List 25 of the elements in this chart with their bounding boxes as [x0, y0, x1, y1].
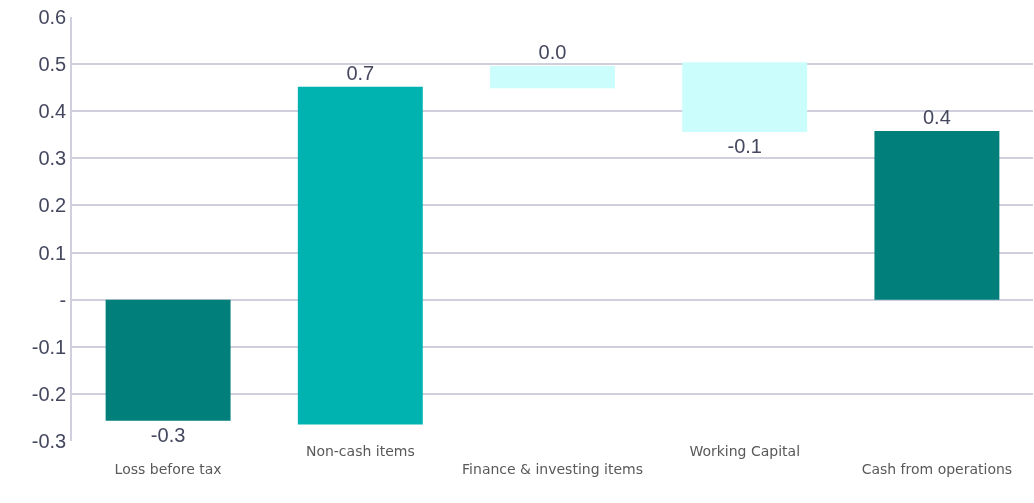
bar [105, 299, 231, 421]
y-tick-label: - [59, 288, 67, 311]
data-label: 0.7 [346, 61, 375, 84]
bar [874, 131, 1000, 300]
y-tick-label: 0.3 [38, 147, 67, 170]
y-tick-label: 0.4 [38, 100, 67, 123]
bar [490, 66, 615, 89]
data-label: 0.4 [923, 106, 951, 129]
y-tick-label: 0.1 [38, 241, 67, 264]
y-tick-label: 0.6 [38, 6, 67, 28]
bar [297, 86, 423, 425]
x-tick-label: Finance & investing items [462, 461, 643, 478]
data-label: -0.3 [150, 423, 186, 446]
y-tick-label: 0.5 [38, 53, 67, 76]
data-label: 0.0 [538, 41, 567, 63]
data-label: -0.1 [727, 134, 762, 157]
y-tick-label: 0.2 [38, 194, 67, 217]
y-tick-label: -0.2 [31, 382, 67, 405]
y-tick-label: -0.3 [31, 430, 67, 452]
x-tick-label: Cash from operations [861, 461, 1013, 478]
bar [682, 62, 808, 132]
x-tick-label: Loss before tax [114, 461, 222, 478]
x-tick-label: Working Capital [689, 443, 801, 459]
x-tick-label: Non-cash items [305, 443, 415, 459]
y-tick-label: -0.1 [31, 335, 67, 358]
